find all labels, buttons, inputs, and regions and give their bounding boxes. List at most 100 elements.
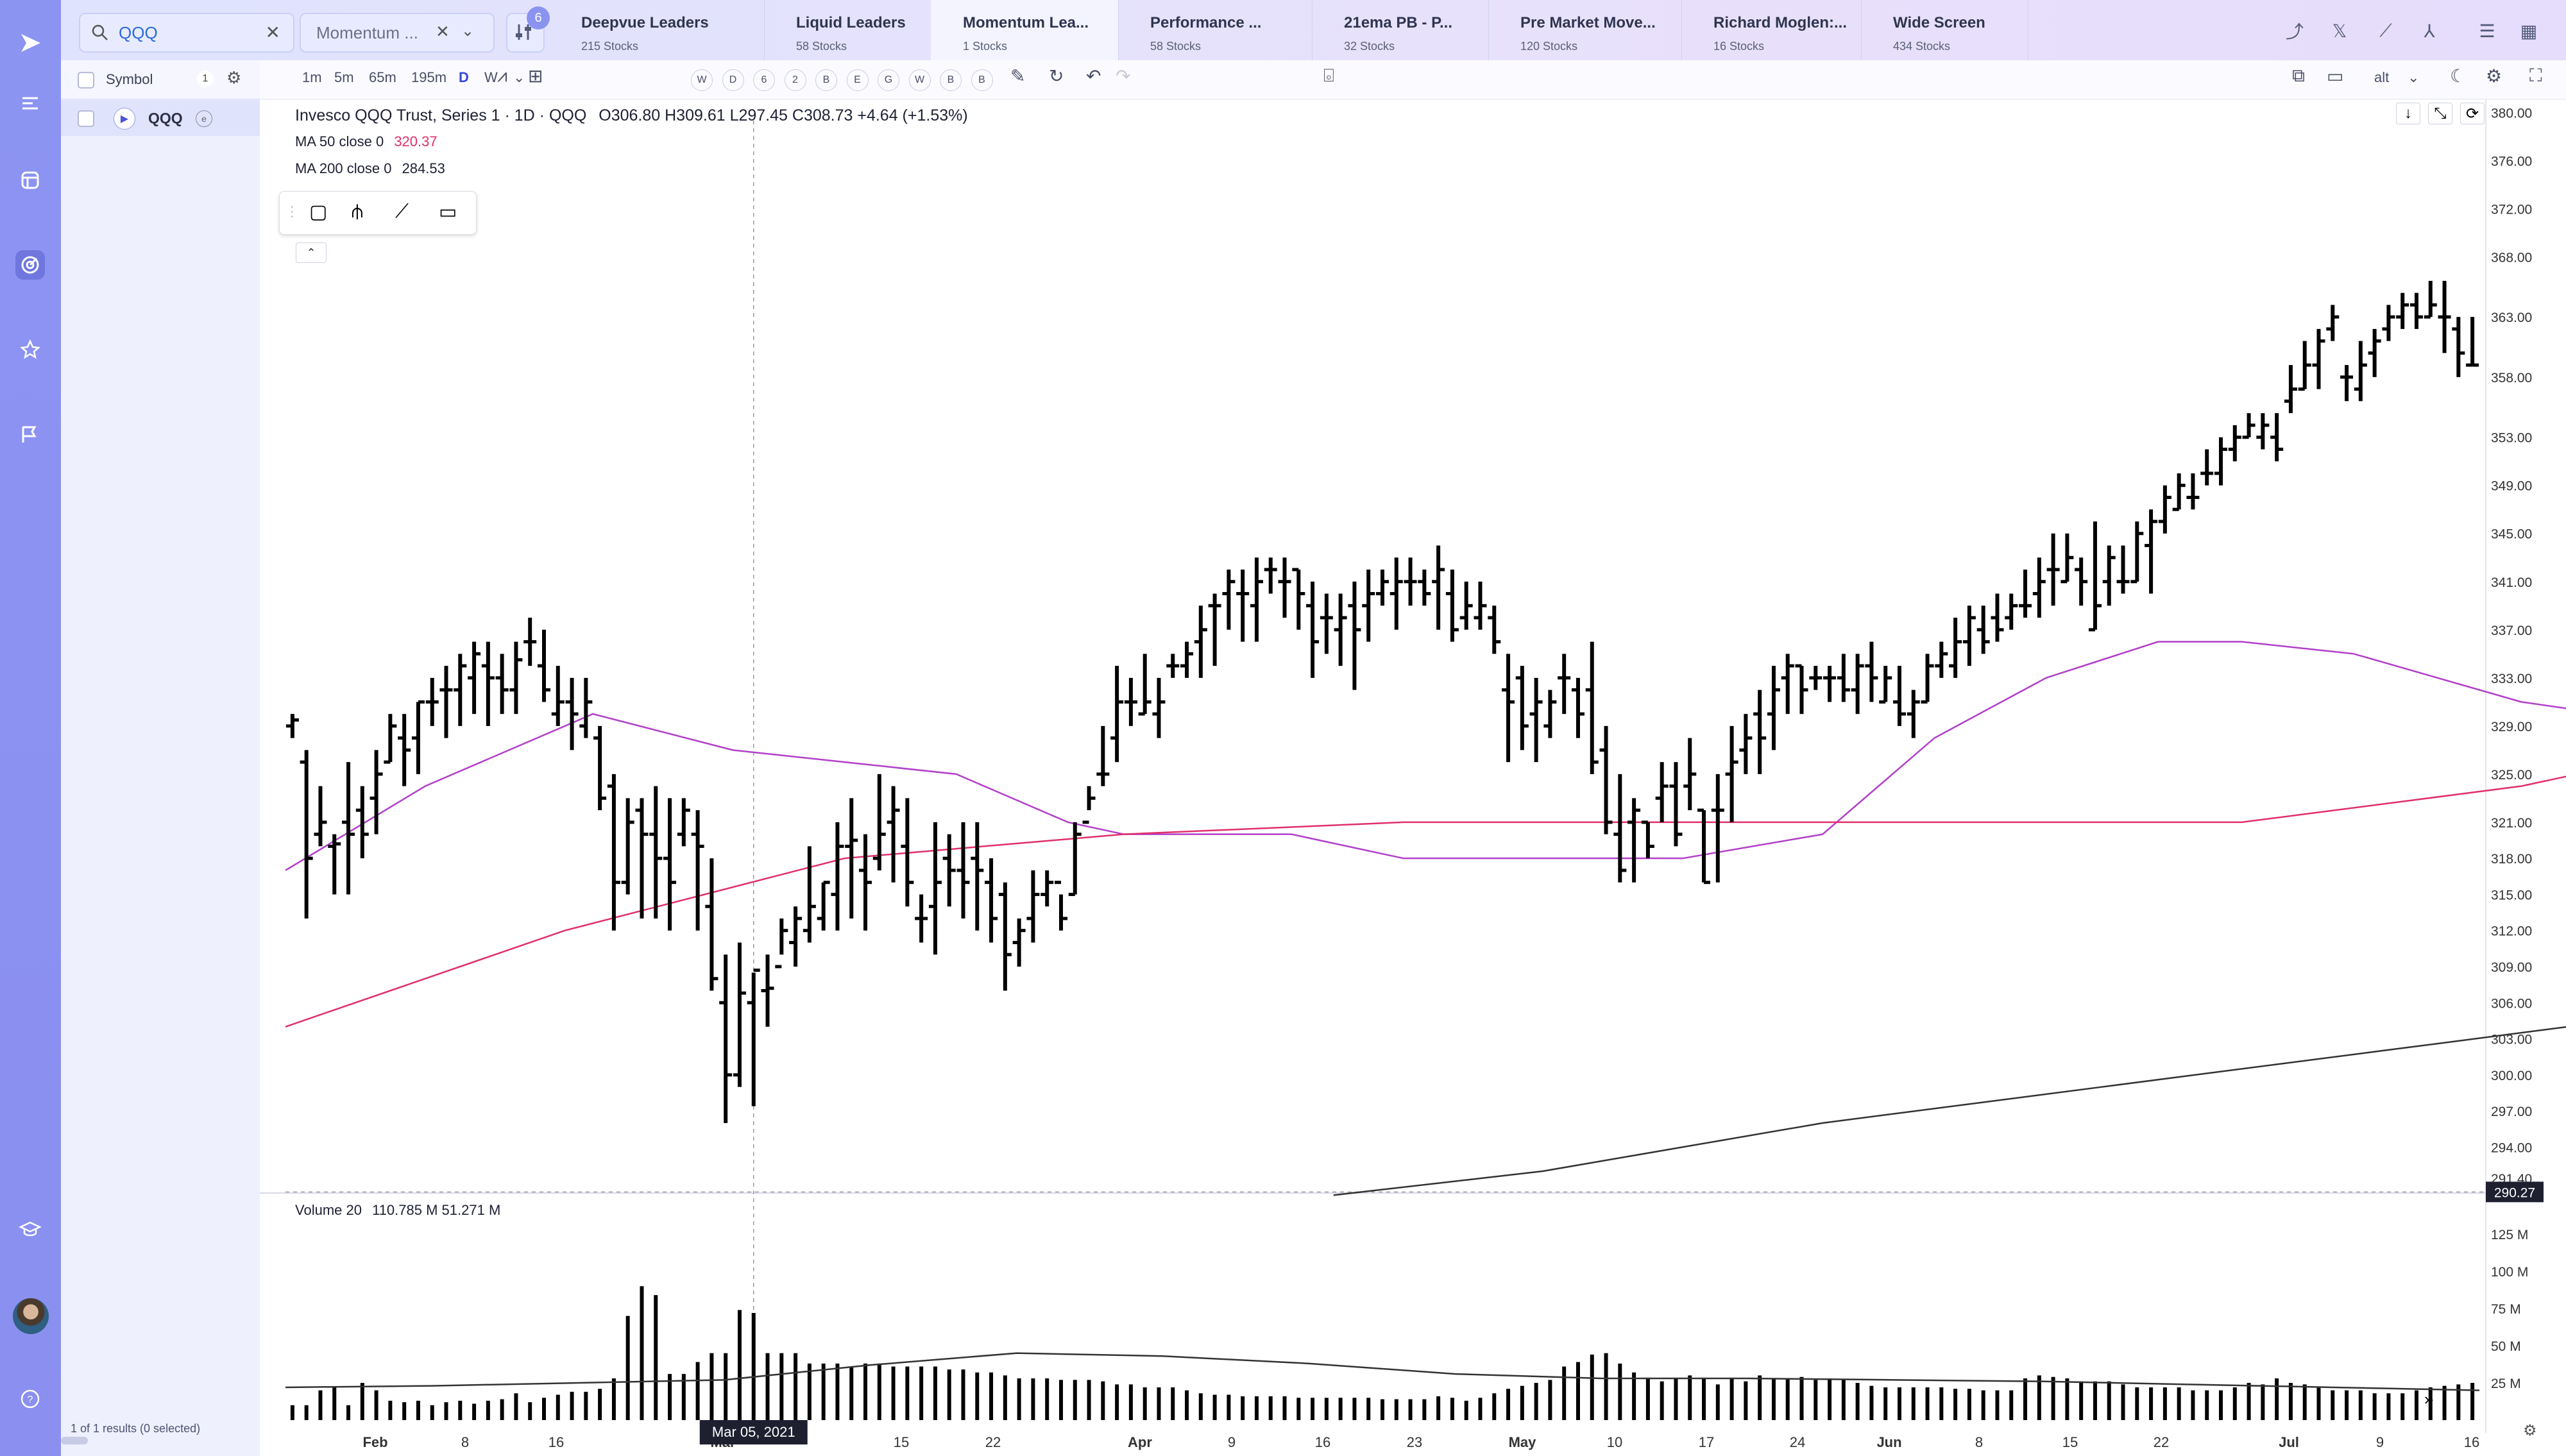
play-icon[interactable]: ▶ <box>114 108 135 130</box>
price-tick-label: 297.00 <box>2491 1105 2532 1119</box>
watchlist-tab[interactable]: Liquid Leaders 58 Stocks <box>764 0 931 60</box>
chevron-down-icon[interactable]: ⌄ <box>461 22 475 40</box>
timeframe-button[interactable]: D <box>459 69 469 85</box>
chart-settings-gear-icon[interactable]: ⚙ <box>2486 66 2502 86</box>
quick-button[interactable]: B <box>815 69 837 91</box>
graduation-cap-icon[interactable] <box>15 1215 45 1244</box>
templates-icon[interactable]: ⊞ <box>528 66 543 86</box>
logo-icon[interactable] <box>15 28 45 58</box>
trend-line-tool-icon[interactable]: ⟋ <box>395 201 409 222</box>
volume-tick-label: 75 M <box>2491 1302 2521 1317</box>
symbol-search-field[interactable]: QQQ ✕ <box>79 13 294 53</box>
price-tick-label: 358.00 <box>2491 371 2532 385</box>
chart-legend-title: Invesco QQQ Trust, Series 1 · 1D · QQQ O… <box>295 106 968 125</box>
side-navigation: ? <box>0 0 61 1456</box>
watchlist-tab[interactable]: Performance ... 58 Stocks <box>1118 0 1313 60</box>
star-icon[interactable] <box>15 335 45 364</box>
time-axis-settings-icon[interactable]: ⚙ <box>2523 1422 2537 1439</box>
menu-icon[interactable] <box>15 89 45 118</box>
timeframe-button[interactable]: 1m <box>302 69 322 85</box>
list-view-icon[interactable]: ☰ <box>2479 21 2495 41</box>
quick-button[interactable]: G <box>878 69 899 91</box>
quick-button[interactable]: W <box>908 69 931 91</box>
layout-panels-icon[interactable]: ⧉ <box>2292 65 2305 85</box>
collapse-arrows-icon[interactable]: ⤡ <box>2428 103 2452 124</box>
layout-icon[interactable] <box>15 165 45 195</box>
tab-count: 434 Stocks <box>1893 40 1951 53</box>
quick-button[interactable]: B <box>971 69 993 91</box>
text-note-tool-icon[interactable]: ▭ <box>439 201 457 223</box>
redo-icon[interactable]: ↷ <box>1116 66 1131 86</box>
quick-button[interactable]: B <box>940 69 962 91</box>
row-checkbox[interactable] <box>78 110 94 127</box>
watchlist-tab[interactable]: Momentum Lea... 1 Stocks <box>931 0 1119 60</box>
price-tick-label: 325.00 <box>2491 768 2532 783</box>
price-tick-label: 329.00 <box>2491 720 2532 734</box>
timeframe-button[interactable]: 65m <box>369 69 396 85</box>
settings-gear-icon[interactable]: ⚙ <box>226 68 242 87</box>
symbol-column-header[interactable]: Symbol <box>106 71 153 87</box>
flag-icon[interactable] <box>15 419 45 449</box>
bar-pattern-tool-icon[interactable]: ⫛ <box>352 201 363 222</box>
watchlist-tab[interactable]: Wide Screen 434 Stocks <box>1861 0 2028 60</box>
x-axis-label: Jul <box>2279 1434 2299 1450</box>
price-tick-label: 312.00 <box>2491 924 2532 939</box>
filter-count-badge: 6 <box>527 6 550 30</box>
help-icon[interactable]: ? <box>15 1384 45 1414</box>
drag-handle-icon[interactable]: ⋮ <box>285 203 299 219</box>
timeframe-button[interactable]: W <box>484 69 498 85</box>
timeframe-button[interactable]: 195m <box>411 69 447 85</box>
watchlist-tab[interactable]: Pre Market Move... 120 Stocks <box>1488 0 1682 60</box>
search-value[interactable]: QQQ <box>119 23 158 42</box>
reset-scale-icon[interactable]: ⟳ <box>2460 103 2485 124</box>
compare-icon[interactable]: ⅄ <box>2424 21 2435 41</box>
calendar-icon[interactable]: ⌻ <box>1323 65 1334 85</box>
pencil-icon[interactable]: ✎ <box>1010 66 1026 86</box>
theme-toggle-icon[interactable]: ☾ <box>2450 66 2467 86</box>
clear-search-icon[interactable]: ✕ <box>265 22 280 42</box>
price-tick-label: 368.00 <box>2491 250 2532 265</box>
price-tick-label: 318.00 <box>2491 852 2532 867</box>
price-tick-label: 337.00 <box>2491 623 2532 638</box>
radar-icon[interactable] <box>15 250 45 280</box>
user-avatar[interactable] <box>13 1298 49 1334</box>
rectangle-tool-icon[interactable]: ▢ <box>309 201 328 223</box>
quick-button[interactable]: W <box>691 69 713 91</box>
ma200-line <box>285 775 2566 1028</box>
panel-scrollbar[interactable] <box>61 1437 88 1444</box>
watchlist-row[interactable]: ▶ QQQ e <box>61 100 260 136</box>
tab-count: 1 Stocks <box>963 40 1008 53</box>
quick-button[interactable]: 2 <box>784 69 806 91</box>
watchlist-select[interactable]: Momentum ... ✕ ⌄ <box>300 13 495 53</box>
quick-button[interactable]: 6 <box>753 69 775 91</box>
collapse-legend-button[interactable]: ⌃ <box>296 242 327 263</box>
quick-button[interactable]: E <box>846 69 869 91</box>
grid-layout-icon[interactable]: ▦ <box>2520 21 2538 41</box>
clear-watchlist-icon[interactable]: ✕ <box>436 22 450 41</box>
timeframe-button[interactable]: 5m <box>334 69 354 85</box>
chevron-down-icon[interactable]: ⌄ <box>2408 69 2420 85</box>
watchlist-tab[interactable]: Richard Moglen:... 16 Stocks <box>1681 0 1862 60</box>
tab-name: Wide Screen <box>1893 14 1985 31</box>
fullscreen-icon[interactable]: ⛶ <box>2529 65 2542 85</box>
scroll-to-latest-icon[interactable]: » <box>2424 1389 2434 1409</box>
alt-label[interactable]: alt <box>2374 69 2390 85</box>
scroll-down-icon[interactable]: ↓ <box>2396 103 2420 124</box>
watchlist-tab[interactable]: Deepvue Leaders 215 Stocks <box>549 0 765 60</box>
line-chart-icon[interactable]: ⟋ <box>2379 20 2392 40</box>
x-twitter-icon[interactable]: 𝕏 <box>2332 21 2347 41</box>
chevron-down-icon[interactable]: ⌄ <box>513 69 525 85</box>
indicators-icon[interactable]: ⩘ <box>497 65 507 85</box>
quick-button[interactable]: D <box>722 69 744 91</box>
price-chart[interactable]: 380.00 376.00 372.00 368.00 363.00 358.00 353.… <box>260 60 2566 1456</box>
tab-count: 120 Stocks <box>1520 40 1578 53</box>
select-all-checkbox[interactable] <box>78 72 94 89</box>
folder-icon[interactable]: ▭ <box>2327 66 2344 86</box>
tab-count: 58 Stocks <box>1150 40 1202 53</box>
refresh-icon[interactable]: ↻ <box>1049 66 1064 86</box>
watchlist-tab[interactable]: 21ema PB - P... 32 Stocks <box>1312 0 1489 60</box>
x-axis-label: 8 <box>1975 1434 1983 1450</box>
undo-icon[interactable]: ↶ <box>1086 66 1101 86</box>
share-icon[interactable]: ⤴ <box>2285 22 2304 42</box>
